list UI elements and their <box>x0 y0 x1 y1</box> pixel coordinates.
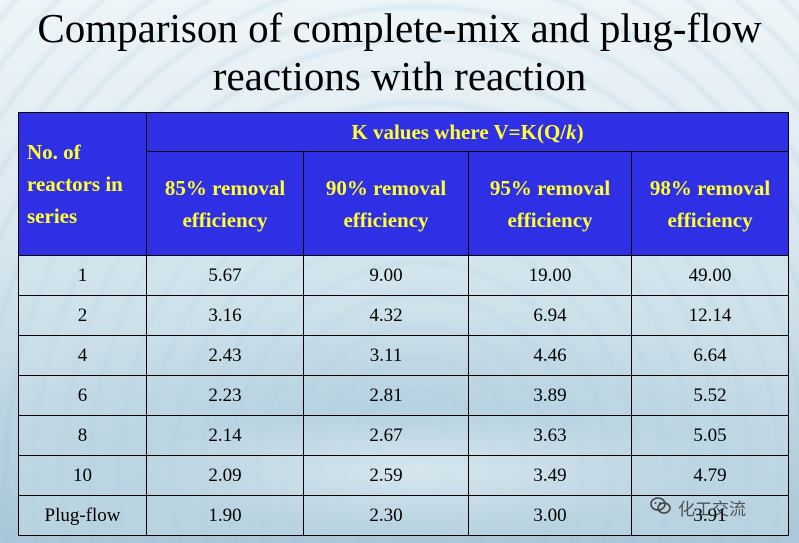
row-label: 2 <box>18 295 147 336</box>
table-cell: 2.81 <box>303 375 469 416</box>
k-header-suffix: ) <box>576 120 584 144</box>
row-label: 1 <box>18 255 147 296</box>
table-cell: 3.63 <box>468 415 632 456</box>
table-cell: 2.14 <box>146 415 304 456</box>
table-cell: 4.79 <box>630 455 790 496</box>
table-cell: 3.16 <box>146 295 304 336</box>
table-row: Plug-flow 1.90 2.30 3.00 3.91 <box>18 495 790 536</box>
table-cell: 3.89 <box>468 375 632 416</box>
table-row: 1 5.67 9.00 19.00 49.00 <box>18 255 790 296</box>
table-cell: 19.00 <box>468 255 632 296</box>
table-cell: 5.05 <box>630 415 790 456</box>
column-header-85: 85% removal efficiency <box>146 151 304 256</box>
row-label: 10 <box>18 455 147 496</box>
slide-title: Comparison of complete-mix and plug-flow… <box>37 5 762 99</box>
table-cell: 4.46 <box>468 335 632 376</box>
table-row: 6 2.23 2.81 3.89 5.52 <box>18 375 790 416</box>
column-header-95: 95% removal efficiency <box>468 151 632 256</box>
row-label: 6 <box>18 375 147 416</box>
k-values-table: No. of reactors in series K values where… <box>18 112 790 536</box>
table-cell: 3.00 <box>468 495 632 536</box>
table-row: 10 2.09 2.59 3.49 4.79 <box>18 455 790 496</box>
row-label: Plug-flow <box>18 495 147 536</box>
k-header-prefix: K values where V=K(Q/ <box>351 120 567 144</box>
table-cell: 6.64 <box>630 335 790 376</box>
table-cell: 3.91 <box>630 495 790 536</box>
table-cell: 2.09 <box>146 455 304 496</box>
table-cell: 2.43 <box>146 335 304 376</box>
column-header-98: 98% removal efficiency <box>630 151 790 256</box>
row-label: 4 <box>18 335 147 376</box>
k-values-header: K values where V=K(Q/k) <box>145 112 790 152</box>
table-cell: 2.23 <box>146 375 304 416</box>
table-cell: 2.59 <box>303 455 469 496</box>
table-cell: 5.52 <box>630 375 790 416</box>
table-row: 8 2.14 2.67 3.63 5.05 <box>18 415 790 456</box>
table-cell: 12.14 <box>630 295 790 336</box>
table-cell: 49.00 <box>630 255 790 296</box>
table-cell: 4.32 <box>303 295 469 336</box>
table-cell: 2.67 <box>303 415 469 456</box>
k-header-variable: k <box>566 120 577 144</box>
table-row: 4 2.43 3.11 4.46 6.64 <box>18 335 790 376</box>
row-header-reactors: No. of reactors in series <box>18 112 147 256</box>
table-cell: 3.49 <box>468 455 632 496</box>
row-label: 8 <box>18 415 147 456</box>
table-cell: 9.00 <box>303 255 469 296</box>
table-cell: 6.94 <box>468 295 632 336</box>
table-cell: 3.11 <box>303 335 469 376</box>
table-row: 2 3.16 4.32 6.94 12.14 <box>18 295 790 336</box>
table-cell: 5.67 <box>146 255 304 296</box>
table-cell: 2.30 <box>303 495 469 536</box>
column-header-90: 90% removal efficiency <box>303 151 469 256</box>
table-cell: 1.90 <box>146 495 304 536</box>
